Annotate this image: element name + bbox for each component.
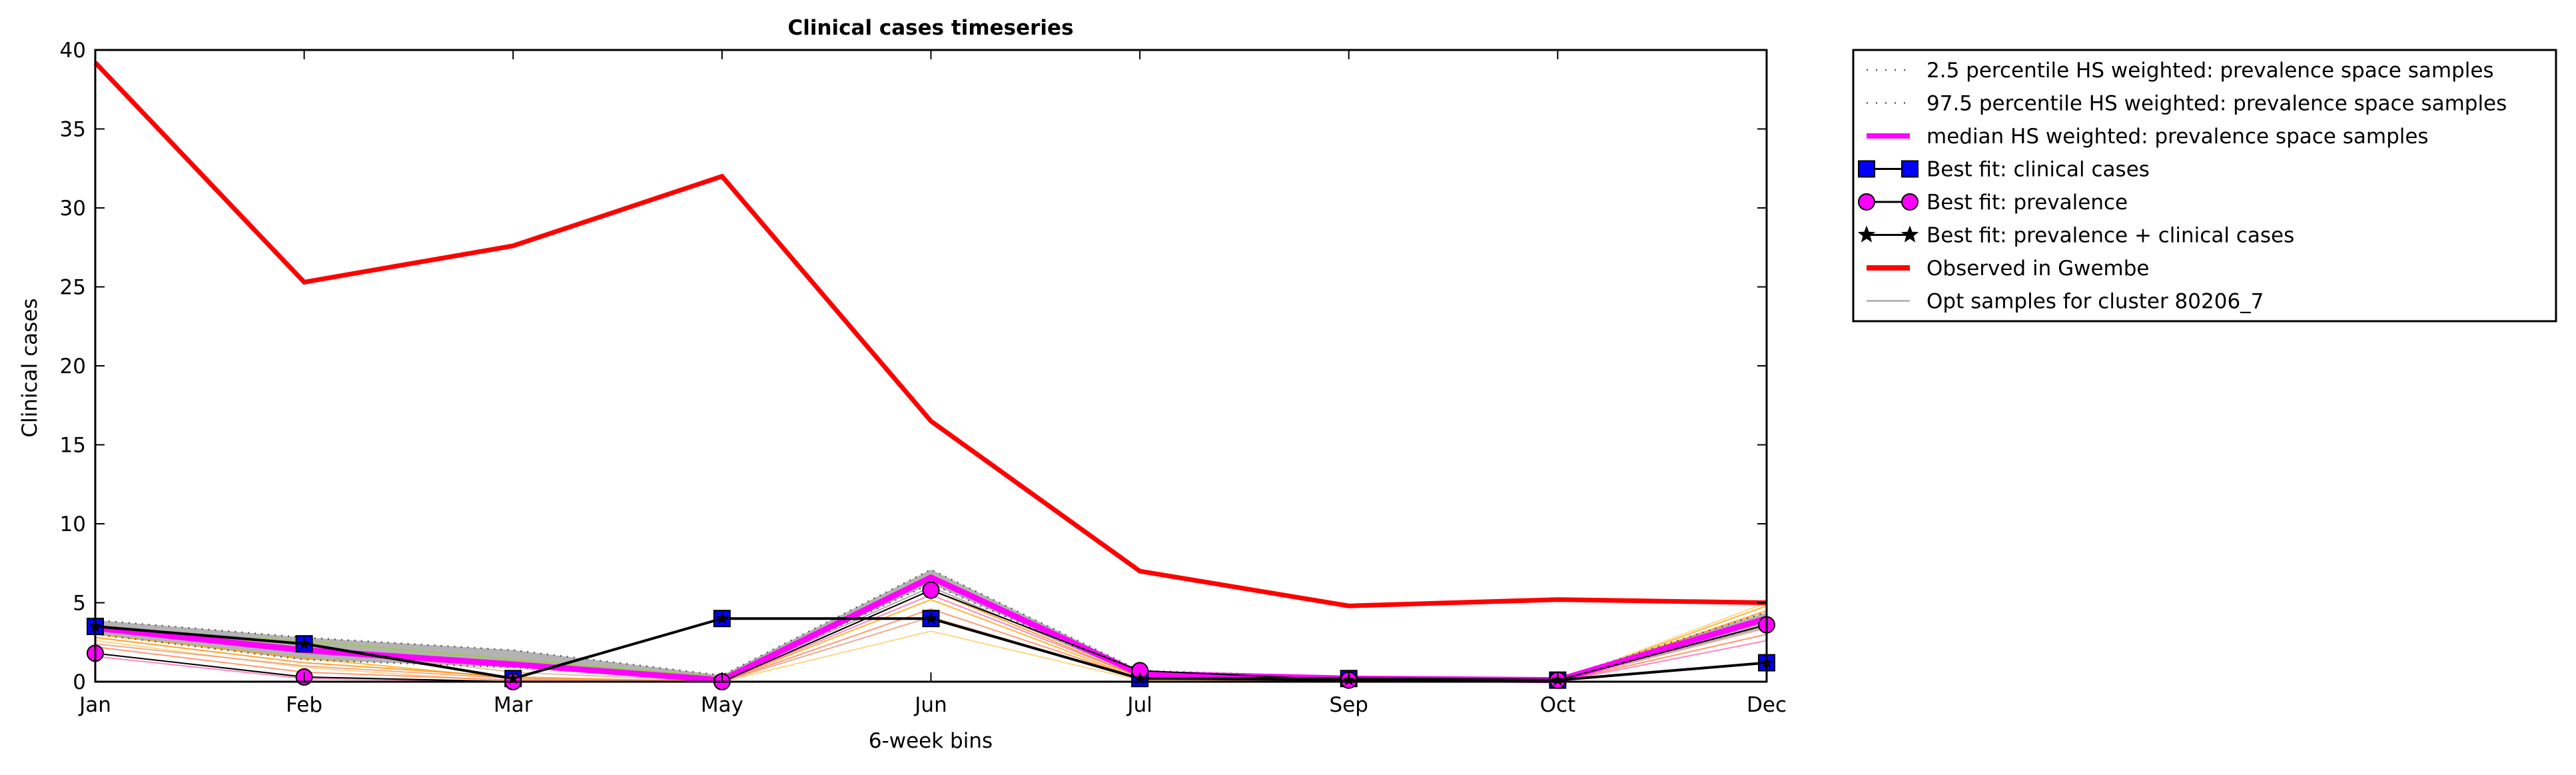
series-percentile-0	[95, 582, 1767, 682]
bestfit-combined-marker	[1760, 656, 1773, 668]
bestfit-combined-marker	[1133, 672, 1146, 684]
x-tick-label: Dec	[1747, 693, 1787, 717]
legend-circle-marker	[1901, 193, 1919, 211]
x-tick-label: Feb	[286, 693, 322, 717]
x-tick-label: Jul	[1126, 693, 1152, 717]
legend-square-marker	[1901, 160, 1919, 178]
bestfit-combined-marker	[1551, 673, 1564, 686]
x-tick-label: Jan	[78, 693, 111, 717]
plot-area: 0 5 10 15 20 25 30 35 40 Jan Feb Mar May Jun Jul Sep Oct…	[60, 39, 1787, 717]
series-observed	[93, 61, 1767, 608]
bestfit-prevalence-marker	[922, 581, 940, 599]
legend-label-1: 97.5 percentile HS weighted: prevalence …	[1927, 92, 2507, 116]
chart-title: Clinical cases timeseries	[787, 16, 1073, 40]
bestfit-combined-marker	[298, 637, 311, 650]
y-axis-label: Clinical cases	[18, 298, 42, 437]
legend-label-7: Opt samples for cluster 80206_7	[1927, 290, 2264, 314]
y-tick-label: 25	[60, 276, 86, 300]
bestfit-combined-marker	[1342, 673, 1356, 686]
y-tick-label: 40	[60, 39, 86, 63]
percentile-band	[95, 569, 1767, 681]
x-tick-label: Sep	[1330, 693, 1368, 717]
y-tick-label: 20	[60, 355, 86, 379]
legend-label-6: Observed in Gwembe	[1927, 257, 2150, 281]
legend-label-3: Best fit: clinical cases	[1927, 158, 2150, 182]
bestfit-combined-marker	[89, 620, 102, 632]
y-tick-label: 0	[73, 670, 86, 694]
x-axis-label: 6-week bins	[869, 729, 993, 753]
legend-circle-marker	[1858, 193, 1875, 211]
legend-label-2: median HS weighted: prevalence space sam…	[1927, 125, 2429, 149]
legend-square-marker	[1858, 160, 1875, 178]
x-tick-label: Oct	[1540, 693, 1576, 717]
bestfit-combined-marker	[715, 612, 729, 624]
y-tick-label: 15	[60, 434, 86, 458]
bestfit-combined-marker	[506, 672, 520, 684]
x-tick-label: Jun	[913, 693, 947, 717]
legend-label-5: Best fit: prevalence + clinical cases	[1927, 224, 2294, 248]
legend-box	[1852, 49, 2557, 323]
y-tick-label: 35	[60, 118, 86, 142]
legend: 2.5 percentile HS weighted: prevalence s…	[1852, 49, 2557, 323]
y-tick-label: 30	[60, 197, 86, 221]
legend-star-marker	[1901, 225, 1919, 243]
x-tick-label: May	[701, 693, 743, 717]
legend-star-marker	[1857, 225, 1876, 243]
y-tick-label: 5	[73, 592, 86, 616]
legend-label-0: 2.5 percentile HS weighted: prevalence s…	[1927, 59, 2494, 83]
y-tick-label: 10	[60, 512, 86, 536]
x-tick-label: Mar	[494, 693, 533, 717]
bestfit-combined-marker	[925, 612, 937, 624]
legend-label-4: Best fit: prevalence	[1927, 191, 2128, 215]
